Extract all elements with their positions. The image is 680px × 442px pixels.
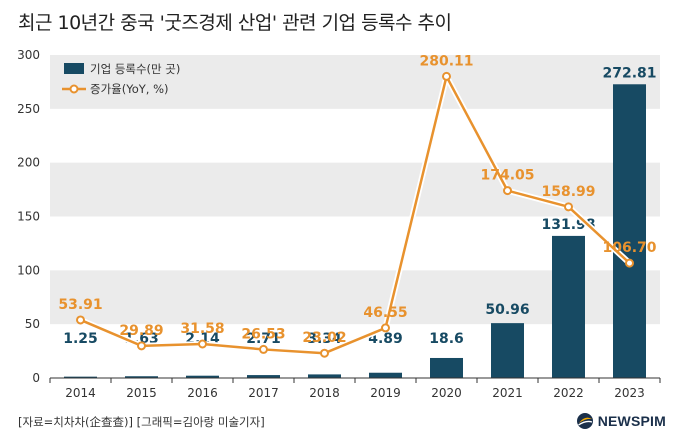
x-tick-label: 2018 [309, 386, 340, 400]
bar [247, 375, 280, 378]
legend-line-marker [69, 84, 79, 94]
y-tick-label: 0 [32, 371, 40, 385]
x-tick-label: 2023 [614, 386, 645, 400]
line-value-label: 53.91 [58, 297, 102, 313]
bar [430, 357, 463, 378]
x-tick-label: 2019 [370, 386, 401, 400]
x-tick-label: 2015 [126, 386, 157, 400]
line-point [76, 315, 85, 325]
line-value-label: 174.05 [480, 168, 534, 184]
y-axis: 0 50 100 150 200 250 300 [17, 48, 40, 385]
line-point [259, 344, 268, 354]
legend: 기업 등록수(만 곳) 증가율(YoY, %) [62, 62, 180, 96]
bar-value-label: 2.71 [246, 331, 281, 347]
x-tick-label: 2021 [492, 386, 523, 400]
y-tick-label: 100 [17, 263, 40, 277]
line-point [198, 339, 207, 349]
bar-series [64, 84, 646, 378]
y-tick-label: 150 [17, 210, 40, 224]
line-value-label: 158.99 [541, 184, 595, 200]
line-labels: 53.91 29.89 31.58 26.53 23.02 46.55 280.11 174.… [58, 53, 656, 346]
y-tick-label: 200 [17, 156, 40, 170]
line-point [503, 186, 512, 196]
y-tick-label: 50 [25, 317, 40, 331]
line-value-label: 26.53 [241, 326, 285, 342]
bar [613, 84, 646, 378]
line-value-label: 280.11 [419, 53, 473, 69]
line-series [76, 71, 634, 358]
y-tick-label: 300 [17, 48, 40, 62]
x-axis: 2014 2015 2016 2017 2018 2019 2020 2021 2022 2023 [49, 377, 661, 400]
grid-band [50, 55, 660, 109]
x-tick-label: 2016 [187, 386, 218, 400]
newspim-globe-icon [576, 413, 593, 429]
grid-band [50, 162, 660, 217]
line-point [381, 323, 390, 333]
source-credit: [자료=치차차(企查查)] [그래픽=김아랑 미술기자] [18, 415, 265, 429]
chart-title: 최근 10년간 중국 '굿즈경제 산업' 관련 기업 등록수 추이 [18, 12, 452, 34]
line-value-label: 23.02 [302, 330, 346, 346]
line-value-label: 29.89 [119, 323, 163, 339]
bar [369, 372, 402, 378]
newspim-logo-text: NEWSPIM [597, 413, 666, 429]
bar-value-label: 4.89 [368, 331, 403, 347]
bar-value-label: 50.96 [485, 302, 529, 318]
x-tick-label: 2014 [65, 386, 96, 400]
bar-value-label: 18.6 [429, 331, 464, 347]
line-point [320, 348, 329, 358]
line-point [625, 258, 634, 268]
legend-line-label: 증가율(YoY, %) [90, 82, 169, 96]
line-point [564, 202, 573, 212]
newspim-logo: NEWSPIM [576, 412, 666, 430]
x-tick-label: 2020 [431, 386, 462, 400]
x-tick-label: 2017 [248, 386, 279, 400]
line-value-label: 46.55 [363, 305, 407, 321]
bar [64, 376, 97, 378]
bar [186, 375, 219, 378]
line-point [442, 71, 451, 81]
bar-value-label: 272.81 [602, 65, 656, 81]
line-value-label: 106.70 [602, 240, 656, 256]
x-tick-label: 2022 [553, 386, 584, 400]
line-point [137, 341, 146, 351]
bar [552, 235, 585, 378]
legend-bar-swatch [64, 63, 84, 74]
bar [125, 376, 158, 378]
line-value-label: 31.58 [180, 321, 224, 337]
bar-value-label: 1.25 [63, 331, 98, 347]
bar-value-label: 3.34 [307, 331, 342, 347]
legend-bar-label: 기업 등록수(만 곳) [90, 62, 180, 76]
bar [491, 323, 524, 378]
y-tick-label: 250 [17, 102, 40, 116]
series-line [80, 75, 631, 355]
bar [308, 374, 341, 378]
